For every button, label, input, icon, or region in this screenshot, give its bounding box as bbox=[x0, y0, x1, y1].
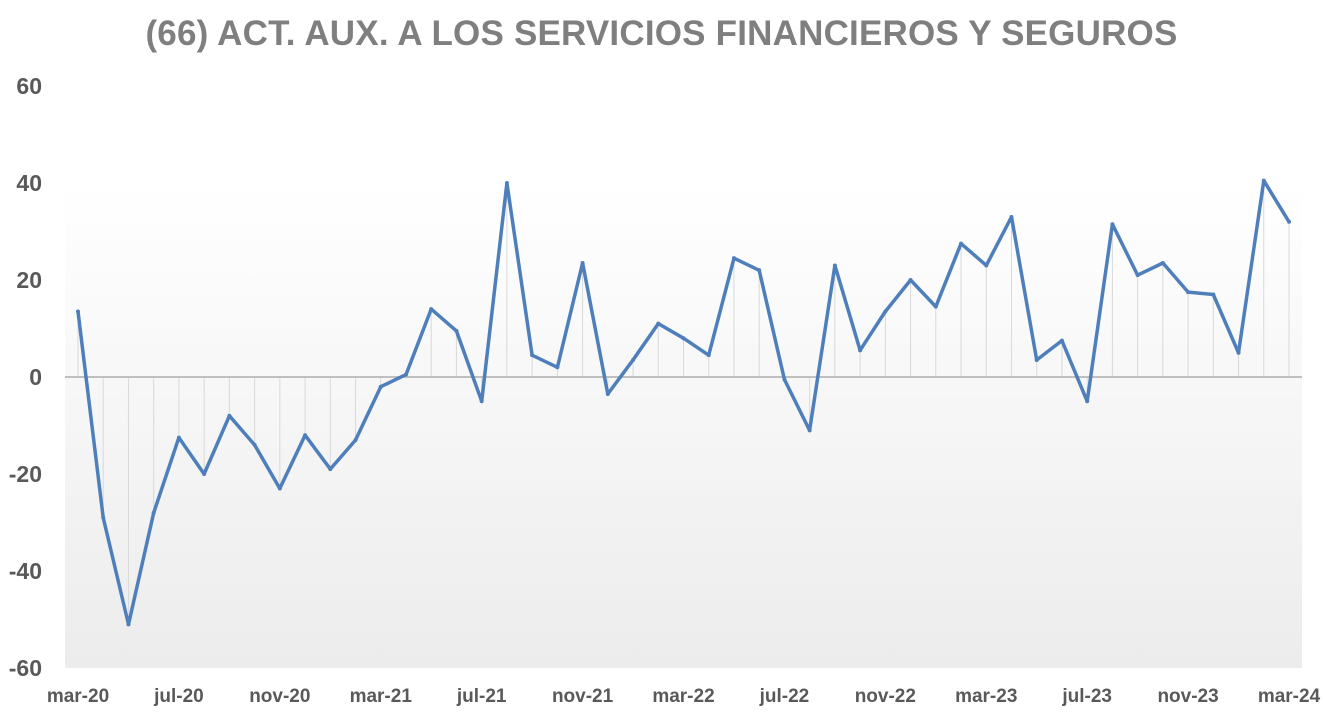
data-point bbox=[984, 263, 989, 268]
data-point bbox=[479, 399, 484, 404]
data-point bbox=[454, 328, 459, 333]
y-tick-label: 40 bbox=[16, 170, 42, 196]
data-point bbox=[530, 353, 535, 358]
data-point bbox=[1186, 290, 1191, 295]
data-point bbox=[731, 256, 736, 261]
data-point bbox=[908, 278, 913, 282]
data-point bbox=[832, 263, 837, 268]
x-tick-label: nov-23 bbox=[1157, 686, 1218, 707]
y-tick-label: -60 bbox=[9, 655, 42, 681]
x-tick-label: mar-22 bbox=[652, 686, 714, 707]
data-point bbox=[681, 336, 686, 341]
x-tick-label: mar-24 bbox=[1258, 686, 1321, 707]
data-point bbox=[227, 413, 232, 418]
x-tick-label: mar-23 bbox=[955, 686, 1017, 707]
x-tick-label: mar-20 bbox=[47, 686, 109, 707]
x-tick-label: jul-20 bbox=[153, 686, 204, 707]
data-point bbox=[656, 321, 661, 326]
x-tick-label: jul-22 bbox=[759, 686, 810, 707]
x-tick-label: jul-23 bbox=[1061, 686, 1112, 707]
data-point bbox=[1034, 358, 1039, 363]
y-tick-label: -40 bbox=[9, 558, 42, 584]
data-point bbox=[1135, 273, 1140, 278]
data-point bbox=[252, 442, 257, 447]
y-tick-label: 60 bbox=[16, 73, 42, 99]
plot-area bbox=[65, 183, 1302, 668]
y-axis-ticks: 60 40 20 0 -20 -40 -60 bbox=[9, 73, 42, 681]
data-point bbox=[1236, 350, 1241, 355]
x-tick-label: mar-21 bbox=[350, 686, 413, 707]
data-point bbox=[76, 309, 80, 314]
data-point bbox=[126, 622, 131, 627]
data-point bbox=[706, 353, 711, 358]
data-point bbox=[782, 377, 787, 382]
data-point bbox=[403, 372, 408, 377]
data-point bbox=[1110, 222, 1115, 227]
data-point bbox=[883, 309, 888, 314]
y-tick-label: 20 bbox=[16, 267, 42, 293]
y-tick-label: -20 bbox=[9, 461, 42, 487]
data-point bbox=[555, 365, 560, 370]
data-point bbox=[757, 268, 762, 273]
x-tick-label: nov-21 bbox=[552, 686, 614, 707]
data-point bbox=[1160, 261, 1165, 266]
data-point bbox=[303, 433, 308, 438]
data-point bbox=[1009, 214, 1014, 219]
data-point bbox=[353, 438, 358, 443]
data-point bbox=[1059, 338, 1064, 343]
data-point bbox=[605, 391, 610, 396]
data-point bbox=[959, 241, 964, 246]
x-tick-label: nov-22 bbox=[855, 686, 916, 707]
data-point bbox=[504, 181, 509, 185]
data-point bbox=[101, 515, 106, 520]
data-point bbox=[933, 304, 938, 309]
data-point bbox=[176, 435, 181, 440]
data-point bbox=[1211, 292, 1216, 297]
data-point bbox=[328, 467, 333, 472]
data-point bbox=[807, 428, 812, 433]
data-point bbox=[1261, 178, 1266, 183]
y-tick-label: 0 bbox=[29, 364, 42, 390]
data-point bbox=[277, 486, 282, 491]
data-point bbox=[1287, 219, 1291, 224]
x-axis-ticks: mar-20 jul-20 nov-20 mar-21 jul-21 nov-21 mar-… bbox=[47, 686, 1321, 707]
data-point bbox=[858, 348, 863, 353]
data-point bbox=[429, 307, 434, 312]
chart-title: (66) ACT. AUX. A LOS SERVICIOS FINANCIER… bbox=[145, 14, 1178, 53]
data-point bbox=[580, 261, 585, 266]
data-point bbox=[1085, 399, 1090, 404]
data-point bbox=[151, 510, 156, 515]
x-tick-label: nov-20 bbox=[249, 686, 310, 707]
x-tick-label: jul-21 bbox=[456, 686, 507, 707]
data-point bbox=[631, 358, 636, 363]
data-point bbox=[202, 472, 207, 476]
data-point bbox=[378, 384, 383, 389]
